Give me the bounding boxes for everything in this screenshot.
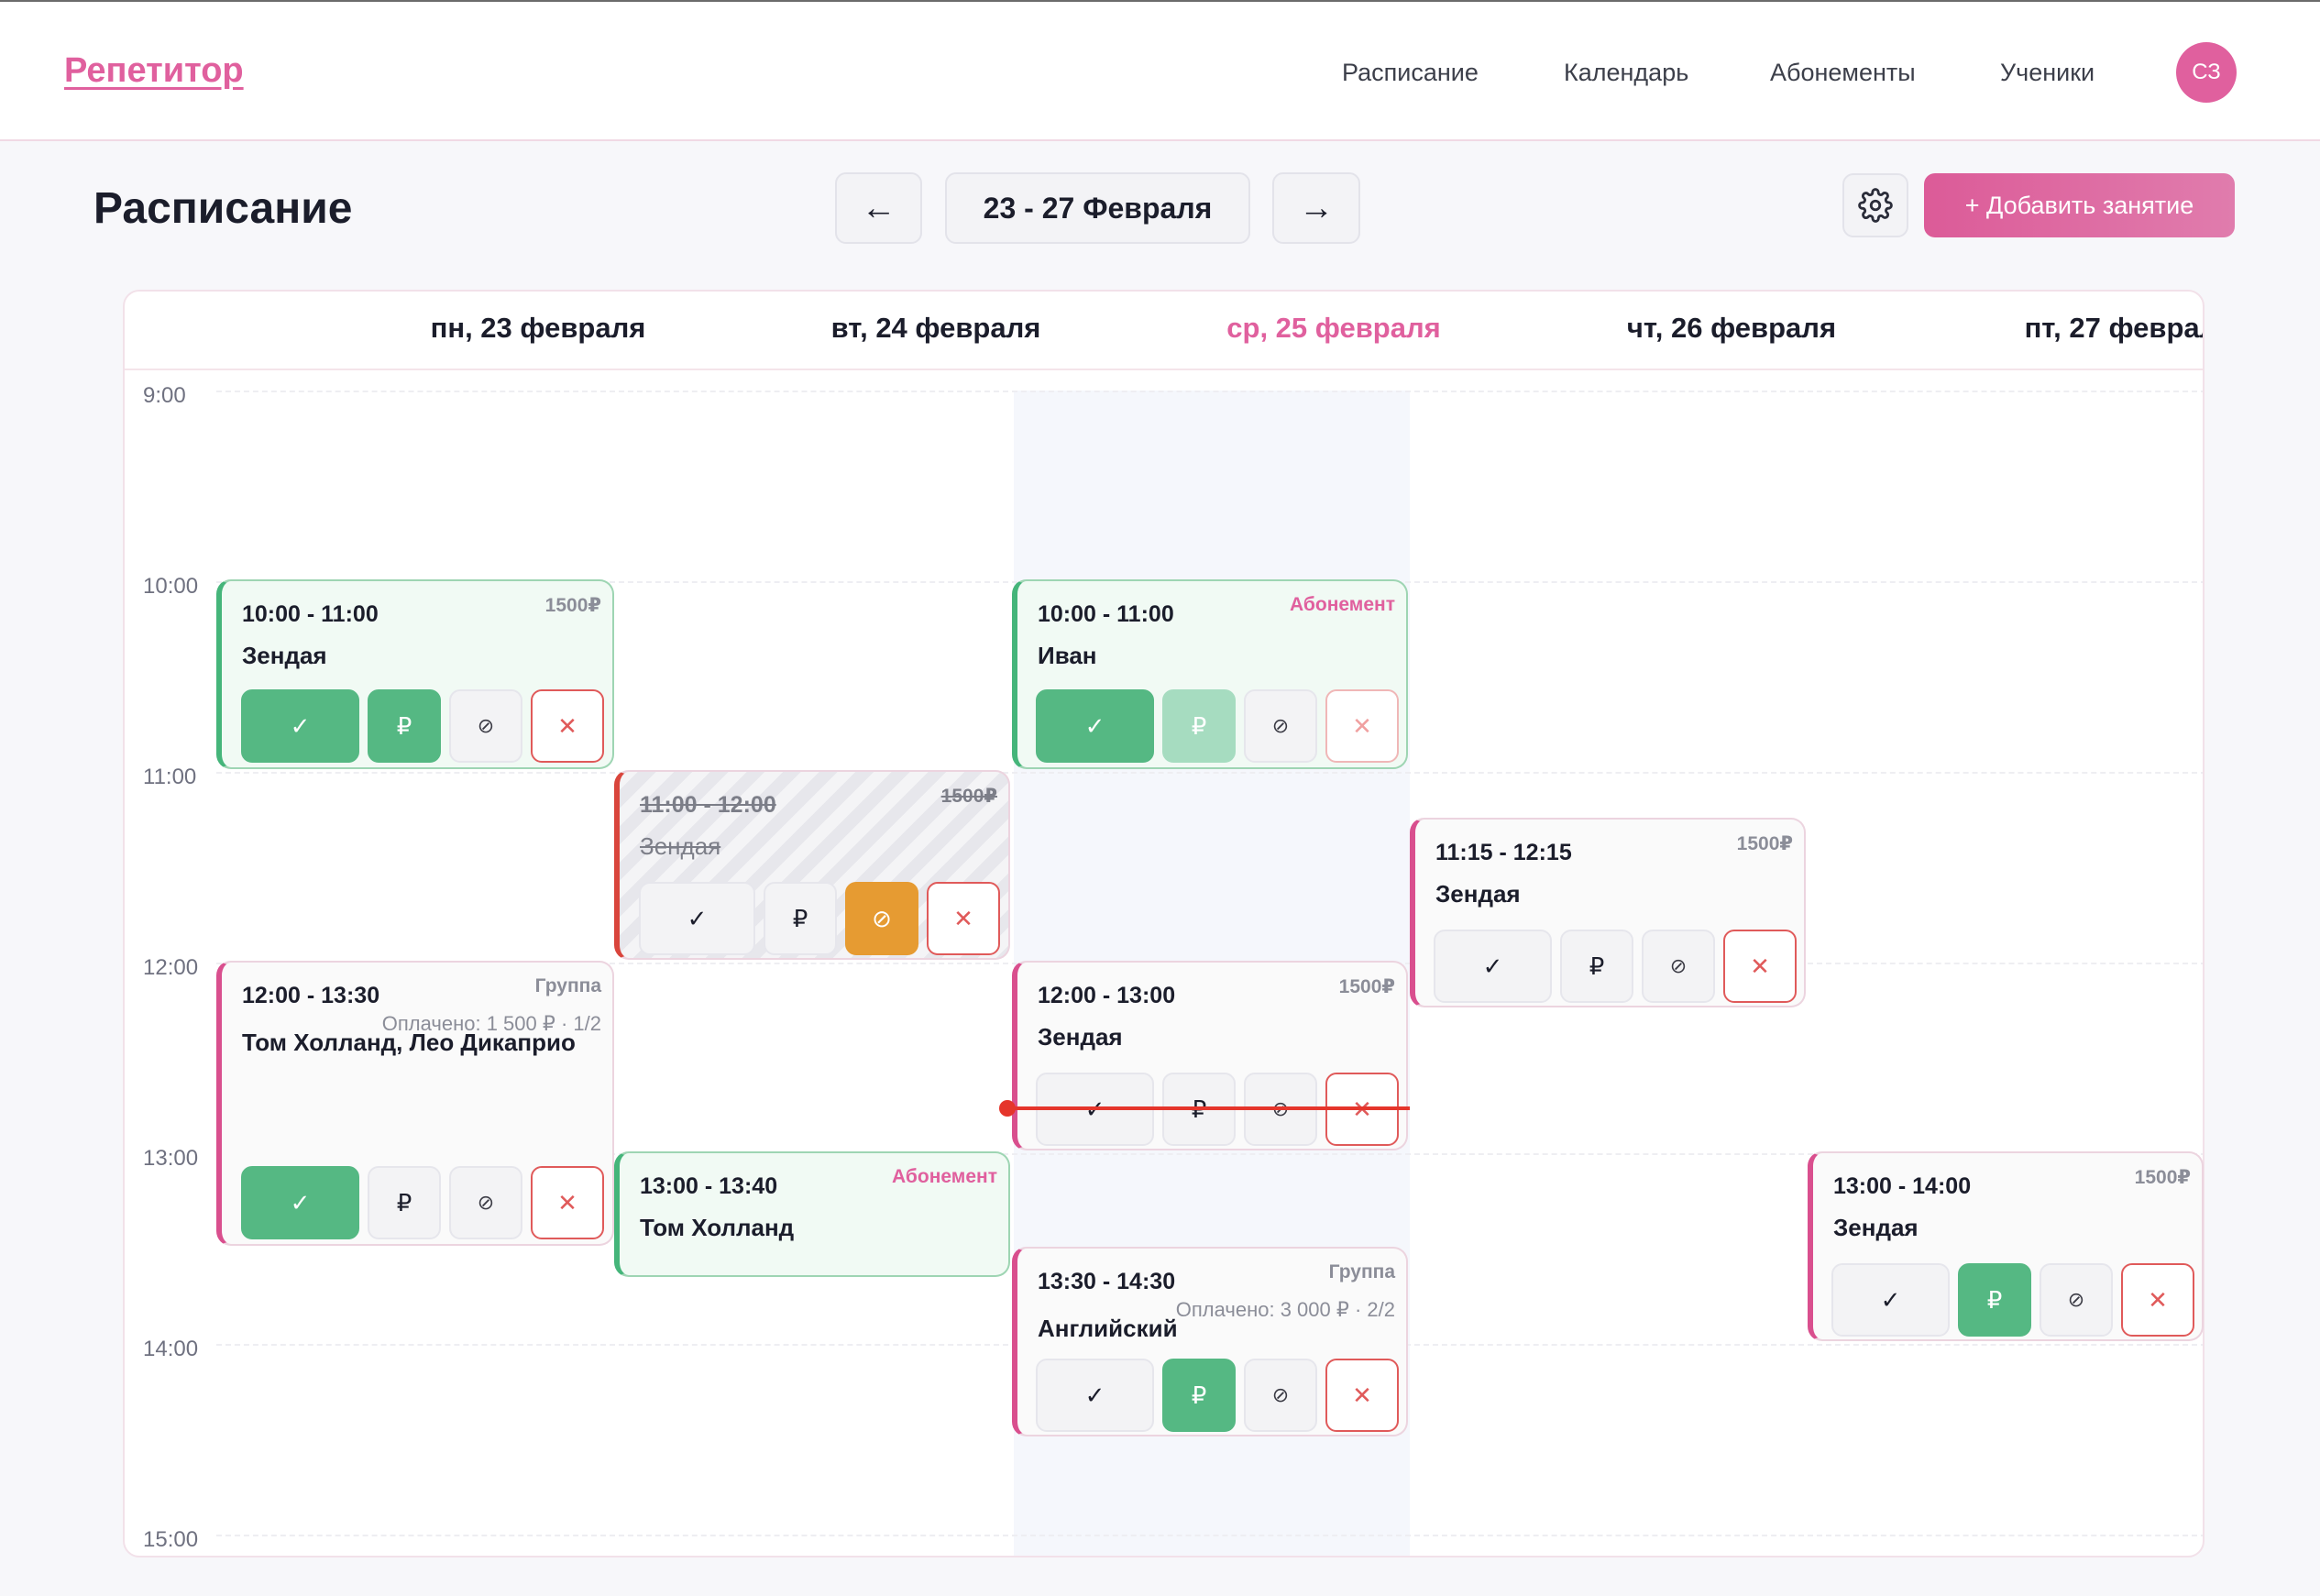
nav-students[interactable]: Ученики bbox=[2000, 59, 2095, 86]
current-time-dot bbox=[999, 1100, 1016, 1117]
lesson-student: Английский bbox=[1038, 1315, 1178, 1342]
top-navigation: Репетитор Расписание Календарь Абонемент… bbox=[0, 0, 2320, 141]
lesson-price: 1500₽ bbox=[1338, 976, 1395, 997]
mark-done-button[interactable]: ✓ bbox=[639, 882, 755, 955]
mark-done-button[interactable]: ✓ bbox=[241, 689, 359, 763]
mark-paid-button[interactable]: ₽ bbox=[1162, 689, 1236, 763]
mark-skip-button[interactable]: ⊘ bbox=[449, 689, 522, 763]
lesson-card[interactable]: 13:30 - 14:30 Группа Оплачено: 3 000 ₽ ·… bbox=[1012, 1247, 1408, 1436]
lesson-price: 1500₽ bbox=[544, 595, 601, 616]
mark-paid-button[interactable]: ₽ bbox=[1162, 1359, 1236, 1432]
hour-label: 15:00 bbox=[143, 1527, 199, 1552]
gear-icon bbox=[1858, 188, 1893, 223]
avatar[interactable]: СЗ bbox=[2176, 42, 2237, 103]
day-header-tue: вт, 24 февраля bbox=[830, 312, 1041, 344]
mark-skip-button[interactable]: ⊘ bbox=[449, 1166, 522, 1239]
mark-paid-button[interactable]: ₽ bbox=[1958, 1263, 2031, 1337]
mark-done-button[interactable]: ✓ bbox=[1434, 930, 1552, 1003]
lesson-price: 1500₽ bbox=[1736, 833, 1793, 854]
lesson-card[interactable]: 12:00 - 13:30 Группа Оплачено: 1 500 ₽ ·… bbox=[216, 961, 614, 1246]
mark-paid-button[interactable]: ₽ bbox=[368, 689, 441, 763]
hour-label: 13:00 bbox=[143, 1146, 199, 1171]
week-range-label[interactable]: 23 - 27 Февраля bbox=[945, 172, 1250, 244]
mark-skip-button[interactable]: ⊘ bbox=[1244, 689, 1317, 763]
hour-label: 10:00 bbox=[143, 574, 199, 599]
hour-line bbox=[216, 772, 2203, 774]
lesson-time: 13:30 - 14:30 bbox=[1038, 1269, 1176, 1294]
mark-paid-button[interactable]: ₽ bbox=[1560, 930, 1633, 1003]
hour-label: 12:00 bbox=[143, 955, 199, 980]
lesson-student: Том Холланд bbox=[640, 1214, 795, 1241]
lesson-student: Том Холланд, Лео Дикаприо bbox=[242, 1029, 576, 1056]
mark-skip-button[interactable]: ⊘ bbox=[1244, 1359, 1317, 1432]
mark-paid-button[interactable]: ₽ bbox=[764, 882, 837, 955]
lesson-student: Зендая bbox=[1833, 1214, 1919, 1241]
mark-done-button[interactable]: ✓ bbox=[1036, 689, 1154, 763]
current-time-line bbox=[1006, 1106, 1410, 1110]
lesson-card[interactable]: 13:00 - 13:40 Том Холланд Абонемент bbox=[614, 1151, 1010, 1277]
lesson-card[interactable]: 10:00 - 11:00 Зендая 1500₽ ✓ ₽ ⊘ ✕ bbox=[216, 579, 614, 769]
hour-label: 11:00 bbox=[143, 765, 197, 789]
lesson-time: 11:00 - 12:00 bbox=[640, 792, 776, 818]
lesson-student: Зендая bbox=[1435, 880, 1521, 908]
day-header-mon: пн, 23 февраля bbox=[430, 312, 646, 344]
lesson-type: Группа bbox=[534, 975, 601, 996]
delete-lesson-button[interactable]: ✕ bbox=[1325, 689, 1399, 763]
header-divider bbox=[125, 369, 2203, 370]
nav-calendar[interactable]: Календарь bbox=[1564, 59, 1689, 86]
page-title: Расписание bbox=[93, 184, 353, 233]
hour-line bbox=[216, 1535, 2203, 1536]
day-header-fri: пт, 27 февраля bbox=[2024, 312, 2203, 344]
delete-lesson-button[interactable]: ✕ bbox=[531, 1166, 604, 1239]
day-header-wed: ср, 25 февраля bbox=[1226, 312, 1441, 344]
lesson-price: 1500₽ bbox=[2134, 1167, 2191, 1188]
lesson-student: Зендая bbox=[1038, 1023, 1123, 1051]
delete-lesson-button[interactable]: ✕ bbox=[1325, 1359, 1399, 1432]
lesson-time: 12:00 - 13:00 bbox=[1038, 983, 1176, 1008]
lesson-type: Абонемент bbox=[1290, 594, 1395, 615]
hour-line bbox=[216, 1153, 2203, 1155]
mark-done-button[interactable]: ✓ bbox=[1036, 1359, 1154, 1432]
lesson-card[interactable]: 13:00 - 14:00 Зендая 1500₽ ✓ ₽ ⊘ ✕ bbox=[1808, 1151, 2204, 1341]
mark-skip-button[interactable]: ⊘ bbox=[1642, 930, 1715, 1003]
lesson-card[interactable]: 11:15 - 12:15 Зендая 1500₽ ✓ ₽ ⊘ ✕ bbox=[1410, 818, 1806, 1007]
nav-subscriptions[interactable]: Абонементы bbox=[1770, 59, 1916, 86]
mark-skip-button[interactable]: ⊘ bbox=[2040, 1263, 2113, 1337]
mark-paid-button[interactable]: ₽ bbox=[368, 1166, 441, 1239]
next-week-button[interactable]: → bbox=[1272, 172, 1360, 244]
prev-week-button[interactable]: ← bbox=[835, 172, 922, 244]
delete-lesson-button[interactable]: ✕ bbox=[2121, 1263, 2194, 1337]
lesson-student: Зендая bbox=[242, 642, 327, 669]
delete-lesson-button[interactable]: ✕ bbox=[531, 689, 604, 763]
delete-lesson-button[interactable]: ✕ bbox=[1723, 930, 1797, 1003]
lesson-student: Иван bbox=[1038, 642, 1097, 669]
nav-schedule[interactable]: Расписание bbox=[1342, 59, 1479, 86]
lesson-type: Группа bbox=[1328, 1261, 1395, 1282]
lesson-student: Зендая bbox=[640, 832, 721, 860]
lesson-card-cancelled[interactable]: 11:00 - 12:00 Зендая 1500₽ ✓ ₽ ⊘ ✕ bbox=[614, 770, 1010, 960]
lesson-paid-status: Оплачено: 1 500 ₽ · 1/2 bbox=[381, 1012, 601, 1035]
add-lesson-button[interactable]: + Добавить занятие bbox=[1924, 173, 2235, 237]
lesson-card[interactable]: 12:00 - 13:00 Зендая 1500₽ ✓ ₽ ⊘ ✕ bbox=[1012, 961, 1408, 1150]
lesson-time: 11:15 - 12:15 bbox=[1435, 840, 1572, 865]
lesson-time: 10:00 - 11:00 bbox=[242, 601, 379, 627]
lesson-time: 13:00 - 14:00 bbox=[1833, 1173, 1972, 1199]
mark-skip-button[interactable]: ⊘ bbox=[845, 882, 918, 955]
hour-label: 9:00 bbox=[143, 383, 186, 408]
delete-lesson-button[interactable]: ✕ bbox=[927, 882, 1000, 955]
hour-label: 14:00 bbox=[143, 1337, 199, 1361]
lesson-time: 12:00 - 13:30 bbox=[242, 983, 380, 1008]
lesson-paid-status: Оплачено: 3 000 ₽ · 2/2 bbox=[1175, 1298, 1395, 1321]
mark-done-button[interactable]: ✓ bbox=[1831, 1263, 1950, 1337]
settings-button[interactable] bbox=[1842, 173, 1908, 237]
lesson-time: 13:00 - 13:40 bbox=[640, 1173, 778, 1199]
lesson-time: 10:00 - 11:00 bbox=[1038, 601, 1174, 627]
hour-line bbox=[216, 391, 2203, 392]
logo-link[interactable]: Репетитор bbox=[64, 51, 244, 90]
lesson-price: 1500₽ bbox=[940, 786, 997, 807]
lesson-type: Абонемент bbox=[892, 1166, 997, 1187]
lesson-card[interactable]: 10:00 - 11:00 Иван Абонемент ✓ ₽ ⊘ ✕ bbox=[1012, 579, 1408, 769]
mark-done-button[interactable]: ✓ bbox=[241, 1166, 359, 1239]
day-header-thu: чт, 26 февраля bbox=[1626, 312, 1837, 344]
